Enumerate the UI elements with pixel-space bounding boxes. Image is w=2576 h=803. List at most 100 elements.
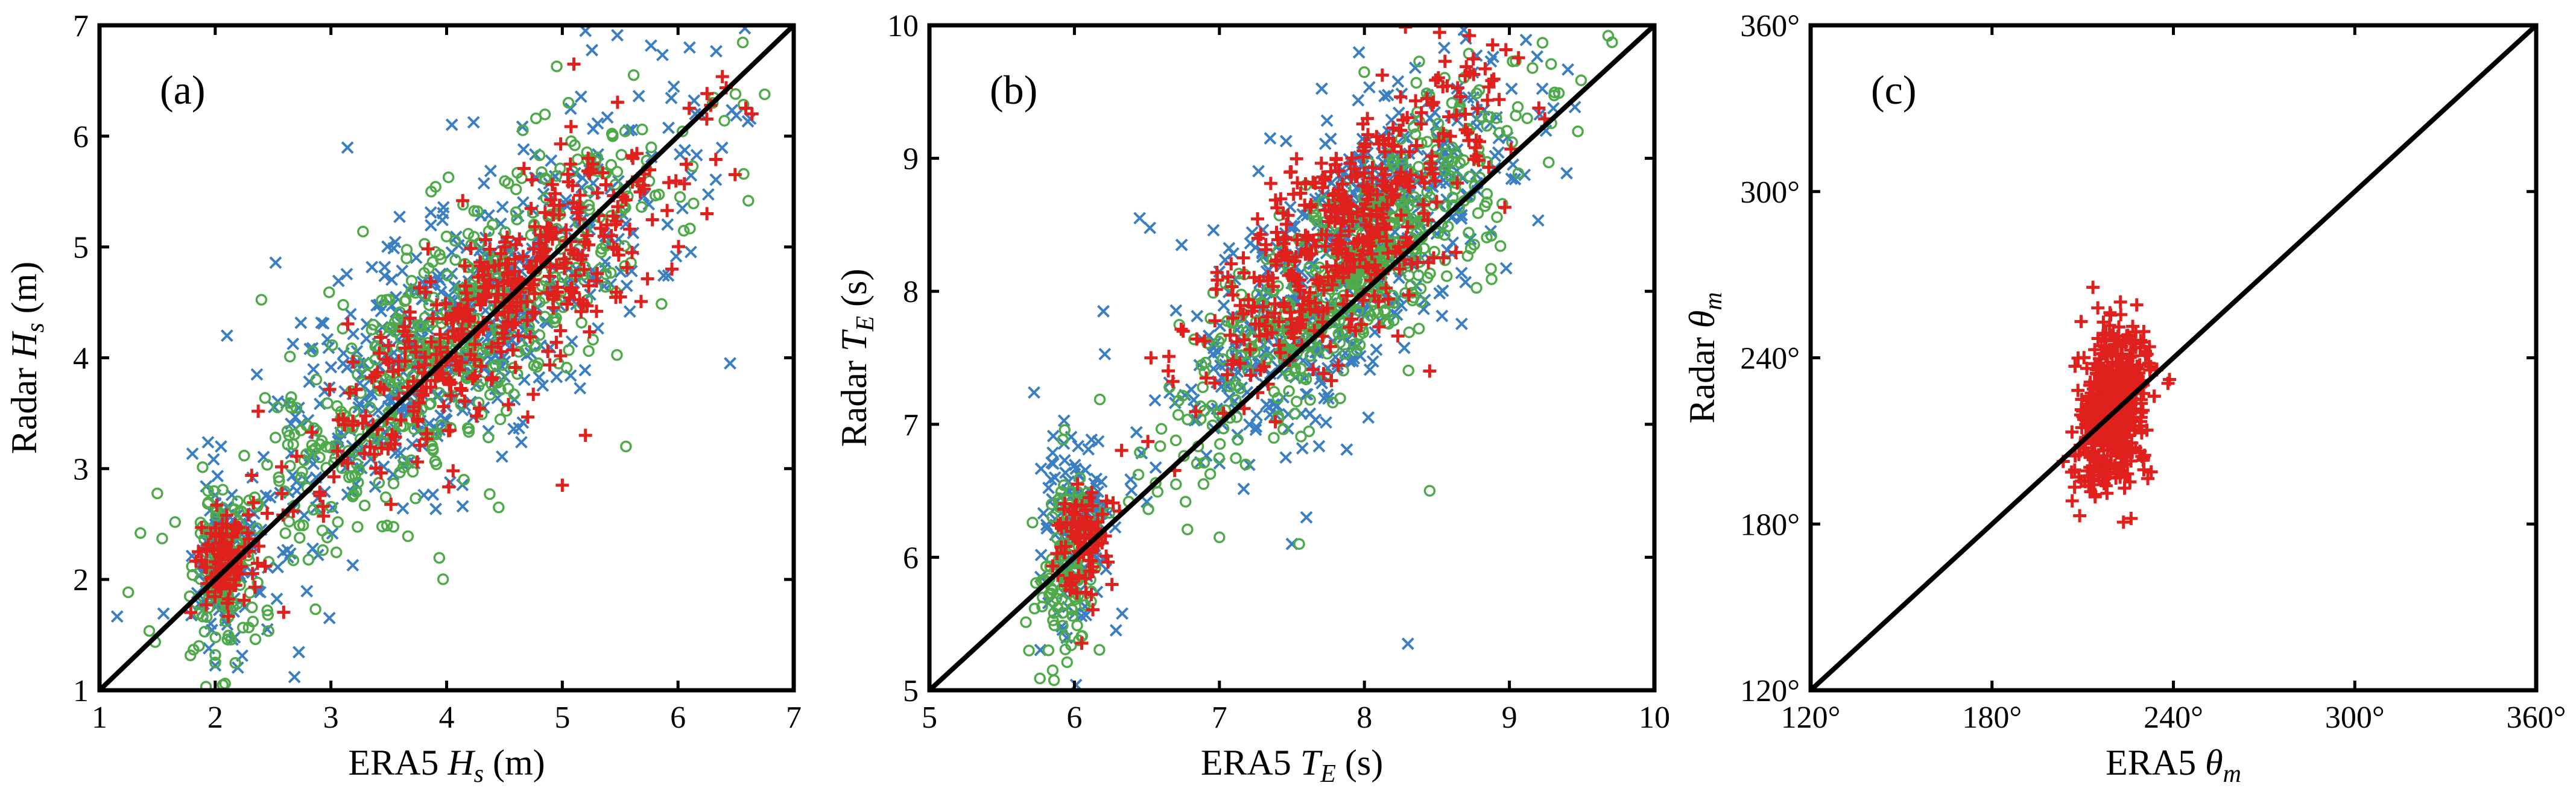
data-point (1536, 82, 1549, 95)
data-point (441, 424, 455, 438)
data-point (528, 287, 542, 301)
data-point (1209, 283, 1223, 297)
data-point (1527, 62, 1539, 74)
data-point (1075, 636, 1089, 650)
data-point (1320, 114, 1334, 127)
data-point (311, 549, 324, 562)
data-point (1425, 150, 1439, 163)
data-point (290, 484, 303, 497)
data-point (316, 499, 330, 513)
data-point (1220, 368, 1234, 382)
data-point (1079, 585, 1093, 599)
data-point (516, 196, 530, 209)
data-point (1410, 139, 1423, 153)
y-tick-label: 6 (73, 120, 89, 154)
data-point (1174, 323, 1188, 336)
data-point (1413, 323, 1425, 335)
data-point (296, 465, 308, 478)
data-point (1451, 176, 1464, 190)
data-point (1429, 73, 1443, 87)
data-point (1416, 198, 1430, 212)
data-point (1253, 274, 1267, 288)
data-point (413, 396, 426, 410)
data-point (440, 312, 454, 326)
data-point (1105, 578, 1119, 591)
data-point (449, 306, 463, 320)
data-point (189, 554, 203, 568)
data-point (1063, 572, 1077, 585)
data-point (300, 585, 314, 598)
data-point (346, 470, 358, 482)
data-point (1486, 273, 1498, 285)
data-point (1481, 187, 1493, 200)
data-point (352, 521, 364, 533)
data-point (583, 325, 597, 339)
data-point (1241, 293, 1255, 307)
data-point (1279, 451, 1293, 464)
data-point (1309, 209, 1322, 221)
data-point (449, 358, 463, 372)
data-point (294, 532, 306, 544)
data-point (604, 266, 617, 279)
x-axis-label-symbol: T (1300, 743, 1323, 783)
data-point (1296, 208, 1309, 221)
data-point (515, 436, 528, 449)
data-point (586, 157, 600, 171)
data-point (2065, 494, 2079, 508)
data-point (259, 392, 271, 404)
data-point (509, 238, 523, 251)
data-point (1179, 496, 1192, 508)
data-point (1175, 238, 1188, 251)
data-point (397, 455, 410, 467)
data-point (1083, 528, 1097, 542)
data-point (1373, 230, 1387, 244)
data-point (683, 41, 696, 54)
data-point (604, 228, 618, 242)
data-point (1394, 145, 1408, 159)
data-point (400, 357, 413, 370)
x-axis-label-prefix: ERA5 (2106, 743, 2205, 783)
data-point (1393, 271, 1405, 285)
data-point (676, 202, 689, 215)
data-point (1475, 110, 1487, 123)
data-point (1366, 355, 1379, 368)
data-point (237, 593, 251, 607)
data-point (662, 121, 675, 134)
data-point (1042, 481, 1055, 494)
data-point (620, 440, 632, 453)
data-point (366, 260, 379, 274)
data-point (473, 298, 487, 312)
data-point (1460, 126, 1474, 140)
data-point (246, 601, 258, 614)
data-point (198, 626, 210, 638)
data-point (1485, 263, 1497, 275)
data-point (421, 242, 435, 256)
data-point (215, 440, 227, 453)
data-point (534, 296, 546, 308)
data-point (197, 461, 209, 473)
data-point (607, 241, 621, 254)
data-point (200, 681, 212, 690)
data-point (1233, 356, 1247, 370)
data-point (552, 198, 566, 212)
data-point (241, 526, 255, 540)
data-point (436, 213, 449, 227)
data-point (277, 605, 291, 619)
data-point (1439, 165, 1451, 177)
data-point (660, 204, 674, 218)
data-point (287, 554, 300, 567)
data-point (184, 649, 197, 661)
data-point (1285, 267, 1299, 281)
data-point (620, 260, 634, 274)
y-tick-label: 2 (73, 563, 89, 597)
data-point (483, 344, 496, 356)
data-point (1166, 374, 1180, 388)
data-point (539, 172, 551, 184)
data-point (358, 499, 371, 512)
data-point (245, 468, 259, 482)
data-point (410, 492, 422, 505)
data-point (376, 294, 388, 306)
y-axis-label-suffix: (m) (4, 262, 44, 323)
data-point (472, 402, 486, 415)
data-point (1429, 195, 1443, 209)
